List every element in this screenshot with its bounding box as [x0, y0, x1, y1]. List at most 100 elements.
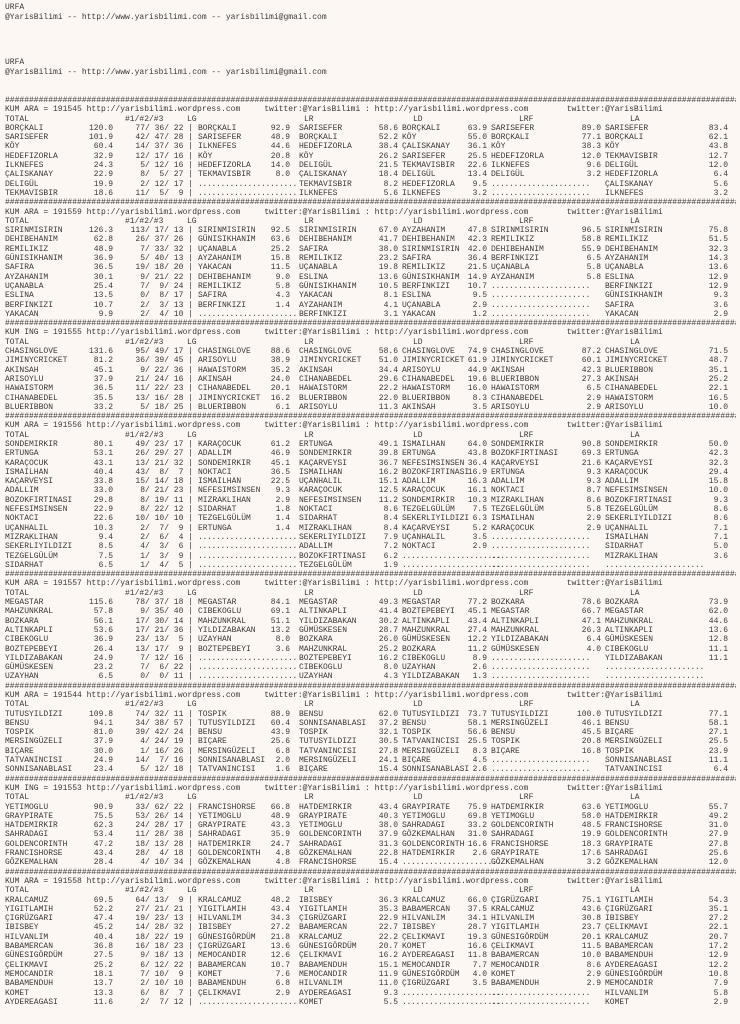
placings: 4/ 3/ 6 | [140, 542, 193, 552]
lrf-value: 9.3 [586, 477, 601, 487]
lrf-horse: YETIMOGLU [491, 811, 535, 821]
total-score: 115.6 [88, 598, 113, 608]
lrf-horse: GÖZKEMALHAN [491, 858, 544, 868]
placings: 6/ 12/ 22 | [140, 960, 193, 970]
placings: 7/ 10/ 9 | [140, 969, 193, 979]
column-header-la: LA [630, 216, 640, 226]
lg-horse: JIMINYCRICKET [198, 393, 261, 403]
lr-value: 40.3 [378, 811, 398, 821]
table-row: HEDEFIZORLA 32.9 12/ 17/ 16 | KÖY 20.8 KÖY 26.… [0, 152, 740, 161]
lg-horse: BABAMERCAN [198, 960, 247, 970]
ld-value: 7.7 [472, 960, 487, 970]
la-value: 73.9 [708, 598, 728, 608]
column-header-lrf: LRF [519, 114, 534, 124]
filler-dots: ...................... [198, 188, 298, 198]
lr-value: 36.3 [378, 895, 398, 905]
ld-horse: TEKMAVISBIR [402, 161, 455, 171]
la-value: 48.7 [708, 356, 728, 366]
lg-value: 9.0 [275, 272, 290, 282]
ld-value: 13.4 [467, 170, 487, 180]
lrf-value: 66.7 [581, 607, 601, 617]
filler-dots: ...................... [491, 551, 591, 561]
lr-horse: MEGASTAR [299, 598, 338, 608]
lr-value: 31.3 [378, 839, 398, 849]
lr-horse: HEDEFIZORLA [299, 142, 352, 152]
placings: 19/ 23/ 13 | [135, 914, 193, 924]
ld-value: 63.9 [467, 123, 487, 133]
lrf-value: 11.5 [581, 942, 601, 952]
total-score: 7.5 [98, 551, 113, 561]
lrf-value: 6.5 [586, 254, 601, 264]
lr-horse: KOMET [299, 997, 324, 1007]
horse-name: GÜNESIGÖRDÜM [5, 951, 63, 961]
race-title-text: KUM ARA = 191556 http://yarisbilimi.word… [5, 421, 663, 431]
ld-horse: IBISBEY [402, 923, 436, 933]
placings: 16/ 18/ 23 | [135, 942, 193, 952]
lg-horse: SIRINMISIRIN [198, 226, 256, 236]
lr-value: 15.4 [378, 858, 398, 868]
ld-value: 7.5 [472, 505, 487, 515]
ld-horse: ISMAILHAN [402, 439, 446, 449]
total-score: 120.0 [88, 123, 113, 133]
table-row: ADALLIM 33.0 8/ 21/ 23 | NEFESIMSINSEN 9.3 KA… [0, 486, 740, 495]
lg-horse: TEZGELGÜLÜM [198, 514, 251, 524]
table-row: SIRINMISIRIN 126.3 113/ 17/ 13 | SIRINMISIR… [0, 226, 740, 235]
column-header-nums: #1/#2/#3 [125, 337, 164, 347]
filler-dots: ...................... [491, 542, 591, 552]
filler-dots: ...................... [198, 551, 298, 561]
lr-horse: KAÇARVEYSI [299, 458, 348, 468]
total-score: 48.9 [93, 244, 113, 254]
lg-horse: ERTUNGA [198, 523, 232, 533]
lg-value: 20.1 [270, 384, 290, 394]
lrf-horse: KRALCAMUZ [491, 904, 535, 914]
lr-value: 22.0 [378, 393, 398, 403]
column-header-ld: LD [413, 700, 423, 710]
lr-value: 52.2 [378, 133, 398, 143]
lrf-horse: GÜNESIGÖRDÜM [491, 932, 549, 942]
column-header-total: TOTAL [5, 886, 30, 896]
table-row: YAKACAN 9.9 2/ 4/ 10 |....................… [0, 310, 740, 319]
lg-value: 1.4 [275, 523, 290, 533]
placings: 7/ 9/ 24 | [140, 281, 193, 291]
lrf-horse: NOKTACI [491, 486, 525, 496]
la-value: 12.2 [708, 960, 728, 970]
lr-value: 22.2 [378, 932, 398, 942]
lr-horse: SIRINMISIRIN [299, 226, 357, 236]
table-row: KÖY 60.4 14/ 37/ 36 | ILKNEFES 44.6 HEDEFIZOR… [0, 142, 740, 151]
ld-value: 37.5 [467, 904, 487, 914]
la-horse: MAHZUNKRAL [605, 616, 654, 626]
column-header-lrf: LRF [519, 337, 534, 347]
lg-horse: UZAYHAN [198, 635, 232, 645]
ld-horse: HATDEMIRKIR [402, 849, 455, 859]
lrf-horse: HATDEMIRKIR [491, 802, 544, 812]
la-value: 25.5 [708, 737, 728, 747]
la-horse: MIZRAKLIHAN [605, 551, 658, 561]
horse-name: YILDIZABAKAN [5, 653, 63, 663]
filler-dots: ...................... [605, 663, 705, 673]
total-score: 94.1 [93, 718, 113, 728]
lrf-value: 58.0 [581, 811, 601, 821]
lg-value: 2.0 [275, 756, 290, 766]
placings: 4/ 24/ 19 | [140, 737, 193, 747]
column-header-total: TOTAL [5, 430, 30, 440]
placings: 19/ 18/ 20 | [135, 263, 193, 273]
lg-value: 7.6 [275, 969, 290, 979]
ld-value: 2.9 [472, 542, 487, 552]
lr-value: 3.1 [383, 309, 398, 319]
lr-horse: HAWAISTORM [299, 384, 348, 394]
placings: 11/ 28/ 38 | [135, 830, 193, 840]
lr-value: 26.2 [378, 151, 398, 161]
placings: 9/ 18/ 13 | [140, 951, 193, 961]
lr-horse: KARAÇOCUK [299, 486, 343, 496]
lg-horse: BABAMENDUH [198, 979, 247, 989]
la-value: 3.6 [713, 300, 728, 310]
lr-value: 30.2 [378, 616, 398, 626]
lg-value: 12.6 [270, 951, 290, 961]
lrf-value: 30.8 [581, 914, 601, 924]
lr-horse: ISMAILHAN [299, 467, 343, 477]
ld-value: 19.3 [467, 932, 487, 942]
lr-value: 49.1 [378, 439, 398, 449]
lr-value: 38.0 [378, 821, 398, 831]
lr-value: 20.7 [378, 942, 398, 952]
lr-horse: TEKMAVISBIR [299, 179, 352, 189]
